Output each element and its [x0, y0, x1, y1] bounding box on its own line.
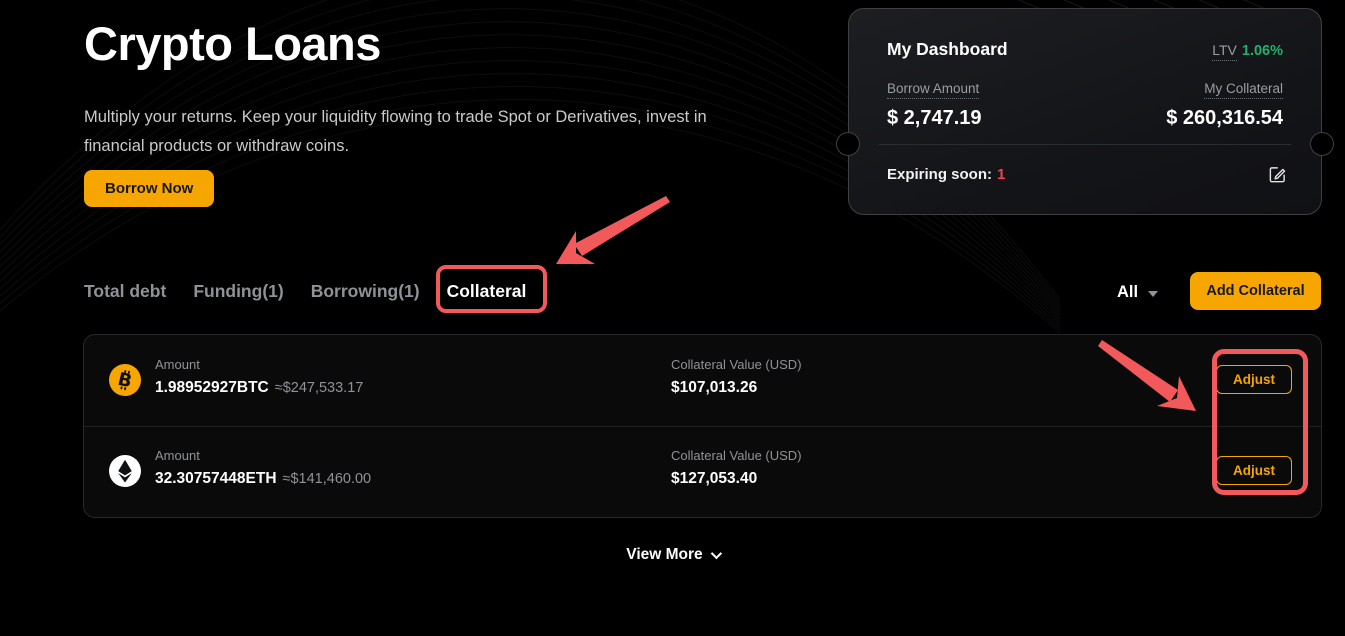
- edit-icon[interactable]: [1268, 165, 1287, 184]
- borrow-now-button[interactable]: Borrow Now: [84, 170, 215, 207]
- collateral-value: $107,013.26: [671, 379, 758, 396]
- collateral-row-btc: B Amount 1.98952927BTC ≈$247,533.17 Colla…: [84, 335, 1321, 427]
- borrow-amount-label: Borrow Amount: [887, 81, 980, 99]
- amount-value: 32.30757448ETH: [155, 470, 277, 487]
- ticket-notch-right: [1310, 132, 1334, 156]
- filter-all-value: All: [1117, 283, 1139, 301]
- my-dashboard-card: My Dashboard LTV 1.06% Borrow Amount $ 2,…: [836, 8, 1334, 215]
- tab-funding[interactable]: Funding(1): [193, 281, 284, 301]
- page-subtitle: Multiply your returns. Keep your liquidi…: [84, 108, 707, 155]
- amount-value: 1.98952927BTC: [155, 379, 269, 396]
- dashboard-title: My Dashboard: [887, 39, 1008, 59]
- tab-bar: Total debt Funding(1) Borrowing(1) Colla…: [84, 281, 527, 313]
- expiring-soon-text: Expiring soon: 1: [887, 166, 1005, 183]
- view-more-label: View More: [626, 546, 703, 563]
- tab-total-debt[interactable]: Total debt: [84, 281, 167, 301]
- chevron-down-icon: [1148, 290, 1159, 297]
- ltv-value: 1.06%: [1241, 43, 1283, 59]
- collateral-value-label: Collateral Value (USD): [671, 448, 802, 463]
- ltv-indicator: LTV 1.06%: [1212, 42, 1283, 61]
- amount-approx-usd: ≈$141,460.00: [282, 471, 372, 487]
- collateral-row-eth: Amount 32.30757448ETH ≈$141,460.00 Collat…: [84, 426, 1321, 517]
- eth-icon: [109, 455, 141, 487]
- my-collateral-block: My Collateral $ 260,316.54: [1166, 81, 1283, 130]
- amount-approx-usd: ≈$247,533.17: [274, 380, 364, 396]
- ltv-label: LTV: [1212, 42, 1237, 61]
- expiring-soon-label: Expiring soon:: [887, 166, 992, 183]
- my-collateral-value: $ 260,316.54: [1166, 107, 1283, 129]
- my-collateral-label: My Collateral: [1204, 81, 1283, 99]
- dashboard-divider: [879, 144, 1291, 145]
- tab-collateral[interactable]: Collateral: [446, 281, 527, 313]
- adjust-button-eth[interactable]: Adjust: [1216, 456, 1292, 485]
- borrow-amount-value: $ 2,747.19: [887, 107, 982, 129]
- row-divider: [84, 426, 1321, 427]
- page-title: Crypto Loans: [84, 17, 381, 70]
- collateral-value-cell: Collateral Value (USD) $127,053.40: [671, 448, 802, 488]
- active-tab-underline: [447, 309, 526, 313]
- collateral-value: $127,053.40: [671, 470, 758, 487]
- annotation-arrow-collateral-shaft: [574, 196, 670, 256]
- amount-cell: Amount 32.30757448ETH ≈$141,460.00: [155, 448, 371, 488]
- view-more-button[interactable]: View More: [0, 546, 1345, 564]
- add-collateral-button[interactable]: Add Collateral: [1190, 272, 1321, 310]
- amount-label: Amount: [155, 448, 200, 463]
- ticket-notch-left: [836, 132, 860, 156]
- tab-collateral-label: Collateral: [446, 281, 527, 301]
- svg-text:B: B: [116, 369, 134, 393]
- chevron-down-icon: [710, 547, 722, 560]
- collateral-value-label: Collateral Value (USD): [671, 357, 802, 372]
- amount-label: Amount: [155, 357, 200, 372]
- annotation-arrow-collateral-head: [556, 231, 595, 264]
- amount-cell: Amount 1.98952927BTC ≈$247,533.17: [155, 357, 363, 397]
- collateral-value-cell: Collateral Value (USD) $107,013.26: [671, 357, 802, 397]
- adjust-button-btc[interactable]: Adjust: [1216, 365, 1292, 394]
- collateral-table: B Amount 1.98952927BTC ≈$247,533.17 Colla…: [83, 334, 1322, 518]
- filter-all-dropdown[interactable]: All: [1117, 283, 1159, 302]
- borrow-amount-block: Borrow Amount $ 2,747.19: [887, 81, 982, 130]
- btc-icon: B: [109, 364, 141, 396]
- tab-borrowing[interactable]: Borrowing(1): [310, 281, 420, 301]
- expiring-soon-count: 1: [997, 166, 1006, 183]
